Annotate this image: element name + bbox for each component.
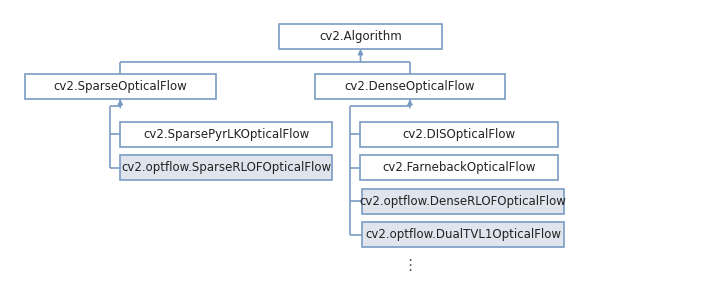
FancyBboxPatch shape	[362, 222, 564, 247]
Text: cv2.DISOpticalFlow: cv2.DISOpticalFlow	[403, 128, 516, 141]
Text: cv2.DenseOpticalFlow: cv2.DenseOpticalFlow	[345, 80, 475, 93]
Text: cv2.optflow.DualTVL1OpticalFlow: cv2.optflow.DualTVL1OpticalFlow	[365, 228, 561, 241]
Text: cv2.FarnebackOpticalFlow: cv2.FarnebackOpticalFlow	[383, 161, 536, 174]
FancyBboxPatch shape	[314, 74, 505, 99]
Text: cv2.SparsePyrLKOpticalFlow: cv2.SparsePyrLKOpticalFlow	[143, 128, 309, 141]
FancyBboxPatch shape	[120, 155, 332, 180]
Text: ⋮: ⋮	[402, 258, 417, 273]
FancyBboxPatch shape	[279, 24, 442, 49]
FancyBboxPatch shape	[362, 189, 564, 214]
Text: cv2.optflow.SparseRLOFOpticalFlow: cv2.optflow.SparseRLOFOpticalFlow	[121, 161, 332, 174]
Text: cv2.SparseOpticalFlow: cv2.SparseOpticalFlow	[53, 80, 187, 93]
Text: cv2.optflow.DenseRLOFOpticalFlow: cv2.optflow.DenseRLOFOpticalFlow	[360, 195, 567, 208]
Text: cv2.Algorithm: cv2.Algorithm	[319, 30, 402, 43]
FancyBboxPatch shape	[360, 121, 558, 147]
FancyBboxPatch shape	[120, 121, 332, 147]
FancyBboxPatch shape	[25, 74, 216, 99]
FancyBboxPatch shape	[360, 155, 558, 180]
